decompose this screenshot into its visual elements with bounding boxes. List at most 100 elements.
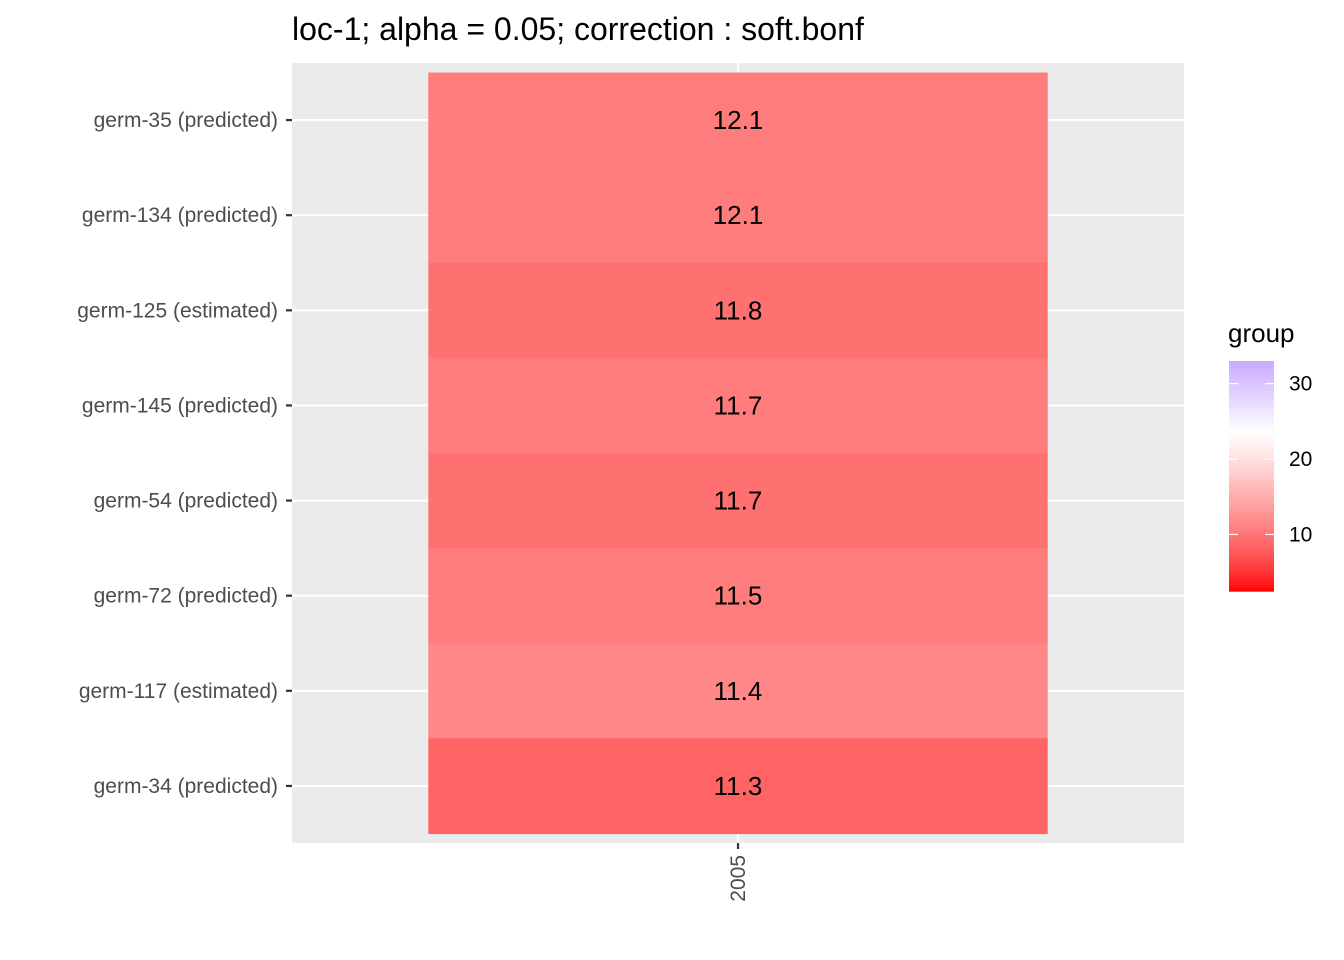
legend-colorbar-segment bbox=[1229, 525, 1274, 528]
legend-colorbar-segment bbox=[1229, 485, 1274, 488]
legend-colorbar-segment bbox=[1229, 515, 1274, 518]
legend-colorbar-segment bbox=[1229, 555, 1274, 558]
legend-colorbar-segment bbox=[1229, 361, 1274, 364]
legend-colorbar-segment bbox=[1229, 383, 1274, 386]
legend-tick-label: 10 bbox=[1289, 523, 1312, 546]
legend-colorbar-segment bbox=[1229, 373, 1274, 376]
x-tick-label: 2005 bbox=[727, 855, 750, 902]
y-tick-label: germ-54 (predicted) bbox=[94, 490, 278, 513]
legend-colorbar-segment bbox=[1229, 463, 1274, 466]
y-tick-label: germ-145 (predicted) bbox=[82, 394, 278, 417]
legend-colorbar-segment bbox=[1229, 423, 1274, 426]
legend-colorbar-segment bbox=[1229, 511, 1274, 514]
legend-colorbar-segment bbox=[1229, 553, 1274, 556]
legend-colorbar-segment bbox=[1229, 455, 1274, 458]
y-tick-label: germ-117 (estimated) bbox=[79, 680, 278, 703]
legend-colorbar-segment bbox=[1229, 493, 1274, 496]
y-axis: germ-35 (predicted) germ-134 (predicted) g… bbox=[77, 109, 292, 798]
legend-colorbar-segment bbox=[1229, 377, 1274, 380]
legend-colorbar-segment bbox=[1229, 563, 1274, 566]
legend-colorbar-segment bbox=[1229, 451, 1274, 454]
legend-colorbar-segment bbox=[1229, 375, 1274, 378]
legend-colorbar-segment bbox=[1229, 415, 1274, 418]
legend-colorbar-segment bbox=[1229, 537, 1274, 540]
legend-colorbar-segment bbox=[1229, 437, 1274, 440]
heatmap-cell bbox=[428, 357, 1048, 454]
cell-value-label: 11.3 bbox=[714, 771, 763, 801]
legend-colorbar-segment bbox=[1229, 467, 1274, 470]
cell-value-label: 11.7 bbox=[714, 486, 763, 516]
cell-value-label: 11.5 bbox=[714, 581, 763, 611]
legend-colorbar-segment bbox=[1229, 513, 1274, 516]
legend-colorbar-segment bbox=[1229, 503, 1274, 506]
legend-colorbar-segment bbox=[1229, 541, 1274, 544]
legend-colorbar-segment bbox=[1229, 363, 1274, 366]
legend-colorbar-segment bbox=[1229, 499, 1274, 502]
legend-colorbar-segment bbox=[1229, 521, 1274, 524]
legend-colorbar-segment bbox=[1229, 439, 1274, 442]
legend-colorbar-segment bbox=[1229, 367, 1274, 370]
legend-colorbar-segment bbox=[1229, 369, 1274, 372]
legend-colorbar-segment bbox=[1229, 575, 1274, 578]
legend-colorbar-segment bbox=[1229, 507, 1274, 510]
legend-colorbar-segment bbox=[1229, 457, 1274, 460]
legend-colorbar-segment bbox=[1229, 519, 1274, 522]
legend-colorbar-segment bbox=[1229, 547, 1274, 550]
legend-tick-label: 20 bbox=[1289, 448, 1312, 471]
x-axis: 2005 bbox=[727, 843, 750, 902]
legend-colorbar-segment bbox=[1229, 393, 1274, 396]
legend-colorbar-segment bbox=[1229, 479, 1274, 482]
legend-colorbar-segment bbox=[1229, 581, 1274, 584]
legend-colorbar-segment bbox=[1229, 449, 1274, 452]
legend-colorbar-segment bbox=[1229, 427, 1274, 430]
legend-colorbar-segment bbox=[1229, 399, 1274, 402]
heatmap-cell bbox=[428, 453, 1048, 549]
heatmap-cell bbox=[428, 167, 1048, 264]
legend-colorbar-segment bbox=[1229, 487, 1274, 490]
legend-colorbar-segment bbox=[1229, 409, 1274, 412]
legend-colorbar-segment bbox=[1229, 571, 1274, 574]
legend-colorbar-segment bbox=[1229, 391, 1274, 394]
legend-colorbar-segment bbox=[1229, 497, 1274, 500]
legend-colorbar-segment bbox=[1229, 469, 1274, 472]
legend-colorbar-segment bbox=[1229, 573, 1274, 576]
legend-colorbar-segment bbox=[1229, 489, 1274, 492]
legend-colorbar-segment bbox=[1229, 443, 1274, 446]
legend-colorbar-segment bbox=[1229, 403, 1274, 406]
cell-value-label: 12.1 bbox=[713, 200, 764, 230]
y-tick-label: germ-134 (predicted) bbox=[82, 204, 278, 227]
legend-colorbar-segment bbox=[1229, 481, 1274, 484]
color-legend: group 10 20 30 bbox=[1228, 318, 1312, 592]
legend-colorbar-segment bbox=[1229, 551, 1274, 554]
legend-colorbar-segment bbox=[1229, 533, 1274, 536]
legend-colorbar-segment bbox=[1229, 529, 1274, 532]
legend-colorbar-segment bbox=[1229, 453, 1274, 456]
legend-colorbar-segment bbox=[1229, 441, 1274, 444]
legend-colorbar-segment bbox=[1229, 543, 1274, 546]
legend-colorbar-segment bbox=[1229, 407, 1274, 410]
legend-colorbar-segment bbox=[1229, 461, 1274, 464]
legend-colorbar-segment bbox=[1229, 527, 1274, 530]
legend-colorbar-segment bbox=[1229, 397, 1274, 400]
y-tick-label: germ-35 (predicted) bbox=[94, 109, 278, 132]
cell-value-label: 12.1 bbox=[713, 105, 764, 135]
legend-colorbar-segment bbox=[1229, 557, 1274, 560]
plot-panel: 12.1 12.1 11.8 11.7 11.7 11.5 11.4 11.3 bbox=[292, 63, 1184, 843]
legend-colorbar-segment bbox=[1229, 501, 1274, 504]
legend-colorbar-segment bbox=[1229, 447, 1274, 450]
legend-colorbar-segment bbox=[1229, 545, 1274, 548]
legend-colorbar-segment bbox=[1229, 523, 1274, 526]
legend-colorbar-segment bbox=[1229, 381, 1274, 384]
legend-colorbar-segment bbox=[1229, 491, 1274, 494]
legend-colorbar-segment bbox=[1229, 483, 1274, 486]
legend-colorbar-segment bbox=[1229, 585, 1274, 588]
legend-colorbar-segment bbox=[1229, 535, 1274, 538]
legend-colorbar-segment bbox=[1229, 473, 1274, 476]
legend-colorbar-segment bbox=[1229, 379, 1274, 382]
legend-colorbar-segment bbox=[1229, 387, 1274, 390]
legend-tick-label: 30 bbox=[1289, 373, 1312, 396]
y-tick-label: germ-72 (predicted) bbox=[94, 585, 278, 608]
legend-colorbar-segment bbox=[1229, 405, 1274, 408]
legend-colorbar-segment bbox=[1229, 531, 1274, 534]
